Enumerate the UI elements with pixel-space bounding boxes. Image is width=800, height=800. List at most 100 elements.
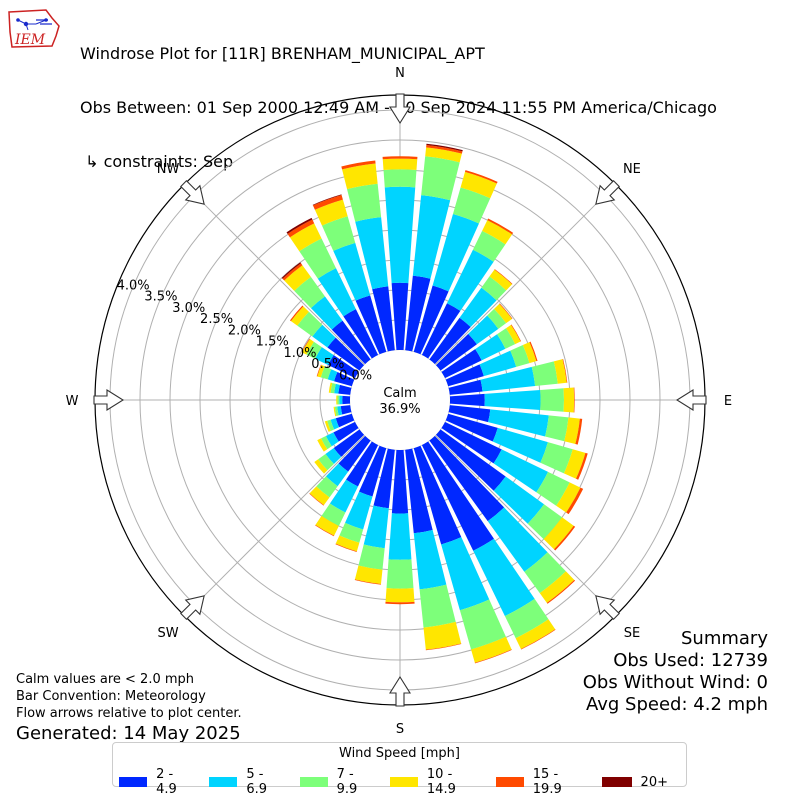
summary-heading: Summary [681, 628, 768, 649]
bar-90deg-bin4 [573, 387, 575, 413]
bar-0deg-bin4 [382, 156, 418, 160]
bar-110deg-bin1 [492, 427, 548, 463]
compass-label-SW: SW [158, 626, 179, 641]
bar-270deg-bin3 [336, 395, 338, 405]
bar-80deg-bin1 [480, 366, 536, 392]
bar-90deg-bin2 [540, 388, 564, 412]
bar-180deg-bin2 [386, 559, 414, 589]
bar-20deg-bin0 [413, 285, 449, 355]
flow-arrow-shape [389, 675, 411, 707]
bar-250deg-bin0 [335, 413, 355, 428]
legend-label: 5 - 6.9 [246, 767, 268, 797]
bar-340deg-bin2 [322, 216, 356, 251]
bar-300deg-bin1 [315, 347, 334, 366]
radial-tick-label-4: 2.0% [228, 323, 261, 338]
bar-350deg-bin2 [347, 183, 382, 222]
calm-circle [350, 350, 450, 450]
bar-80deg-bin2 [531, 361, 558, 387]
bar-150deg-bin4 [520, 629, 556, 650]
calm-label: Calm [383, 386, 416, 401]
legend-swatch [495, 777, 524, 787]
bar-280deg-bin0 [338, 384, 352, 395]
iem-logo: IEM [8, 9, 60, 48]
bar-70deg-bin4 [529, 341, 538, 362]
bar-330deg-bin0 [343, 309, 379, 359]
bar-270deg-bin2 [337, 395, 340, 405]
calm-note: Calm values are < 2.0 mph [16, 672, 195, 687]
bar-130deg-bin2 [527, 504, 563, 540]
flow-arrow-S [389, 675, 411, 707]
bar-120deg-bin3 [556, 482, 581, 513]
bar-190deg-bin2 [358, 544, 385, 570]
bar-200deg-bin4 [335, 543, 357, 552]
bar-190deg-bin3 [354, 565, 383, 585]
bar-120deg-bin2 [536, 471, 570, 506]
bar-110deg-bin2 [540, 442, 573, 474]
bar-180deg-bin0 [391, 449, 409, 514]
bar-220deg-bin4 [309, 493, 324, 506]
bar-310deg-bin4 [289, 305, 304, 322]
bar-100deg-bin2 [545, 415, 569, 442]
bar-100deg-bin0 [448, 405, 491, 423]
bar-160deg-bin1 [441, 537, 490, 611]
legend-item-1: 5 - 6.9 [209, 767, 285, 797]
bar-120deg-bin1 [493, 449, 549, 493]
summary-obs-without-wind: Obs Without Wind: 0 [582, 672, 768, 693]
bar-160deg-bin0 [413, 445, 462, 545]
legend: Wind Speed [mph] 2 - 4.9 5 - 6.9 7 - 9.9 10… [112, 742, 687, 797]
logo-text: IEM [14, 32, 46, 48]
bar-10deg-bin1 [412, 195, 451, 279]
bar-130deg-bin0 [435, 429, 506, 491]
flow-arrow-SW [180, 595, 205, 620]
legend-item-5: 20+ [601, 775, 668, 790]
radial-tick-label-6: 3.0% [172, 301, 205, 316]
bar-130deg-bin3 [543, 517, 574, 550]
bar-300deg-bin0 [328, 355, 359, 379]
bar-20deg-bin1 [432, 213, 479, 292]
legend-label: 10 - 14.9 [426, 767, 456, 797]
bar-280deg-bin3 [328, 382, 333, 393]
legend-items: 2 - 4.9 5 - 6.9 7 - 9.9 10 - 14.9 15 - 19.9 2… [119, 767, 682, 797]
bar-10deg-bin3 [425, 147, 462, 163]
bar-230deg-bin2 [318, 453, 334, 471]
bar-330deg-bin3 [289, 223, 322, 252]
bar-290deg-bin2 [320, 366, 332, 380]
bar-210deg-bin0 [346, 441, 379, 487]
summary-box: Summary Obs Used: 12739 Obs Without Wind… [583, 628, 768, 716]
title-line-constraints: ↳ constraints: Sep [80, 152, 234, 171]
legend-swatch [119, 777, 148, 787]
radial-tick-label-8: 4.0% [117, 278, 150, 293]
legend-item-4: 15 - 19.9 [495, 767, 588, 797]
bar-320deg-bin5 [281, 262, 302, 279]
bar-300deg-bin4 [301, 338, 310, 353]
legend-swatch [209, 777, 238, 787]
bar-170deg-bin1 [413, 529, 447, 590]
flow-arrows-note: Flow arrows relative to plot center. [16, 706, 242, 721]
bar-130deg-bin4 [553, 525, 576, 551]
compass-label-W: W [66, 394, 79, 409]
bar-20deg-bin2 [452, 187, 491, 224]
bar-90deg-bin0 [449, 393, 485, 407]
grid-spoke-SW [183, 435, 365, 617]
bar-260deg-bin0 [340, 405, 352, 415]
bar-50deg-bin2 [487, 308, 507, 329]
legend-swatch [389, 777, 418, 787]
grid-spoke-NE [435, 183, 617, 365]
bar-330deg-bin1 [317, 268, 356, 317]
flow-arrow-E [675, 389, 707, 411]
bar-170deg-bin4 [425, 643, 462, 651]
radial-tick-label-3: 1.5% [256, 335, 289, 350]
bar-290deg-bin0 [334, 371, 355, 387]
grid-spoke-SE [435, 435, 617, 617]
bar-170deg-bin2 [419, 584, 456, 628]
summary-obs-used: Obs Used: 12739 [613, 650, 768, 671]
bar-350deg-bin0 [372, 286, 395, 352]
legend-label: 15 - 19.9 [532, 767, 562, 797]
bar-310deg-bin2 [297, 311, 323, 337]
bar-190deg-bin0 [373, 448, 395, 509]
bar-290deg-bin3 [317, 364, 325, 378]
windrose-bars [281, 143, 588, 664]
bar-110deg-bin0 [445, 413, 498, 442]
bar-50deg-bin0 [435, 333, 477, 371]
